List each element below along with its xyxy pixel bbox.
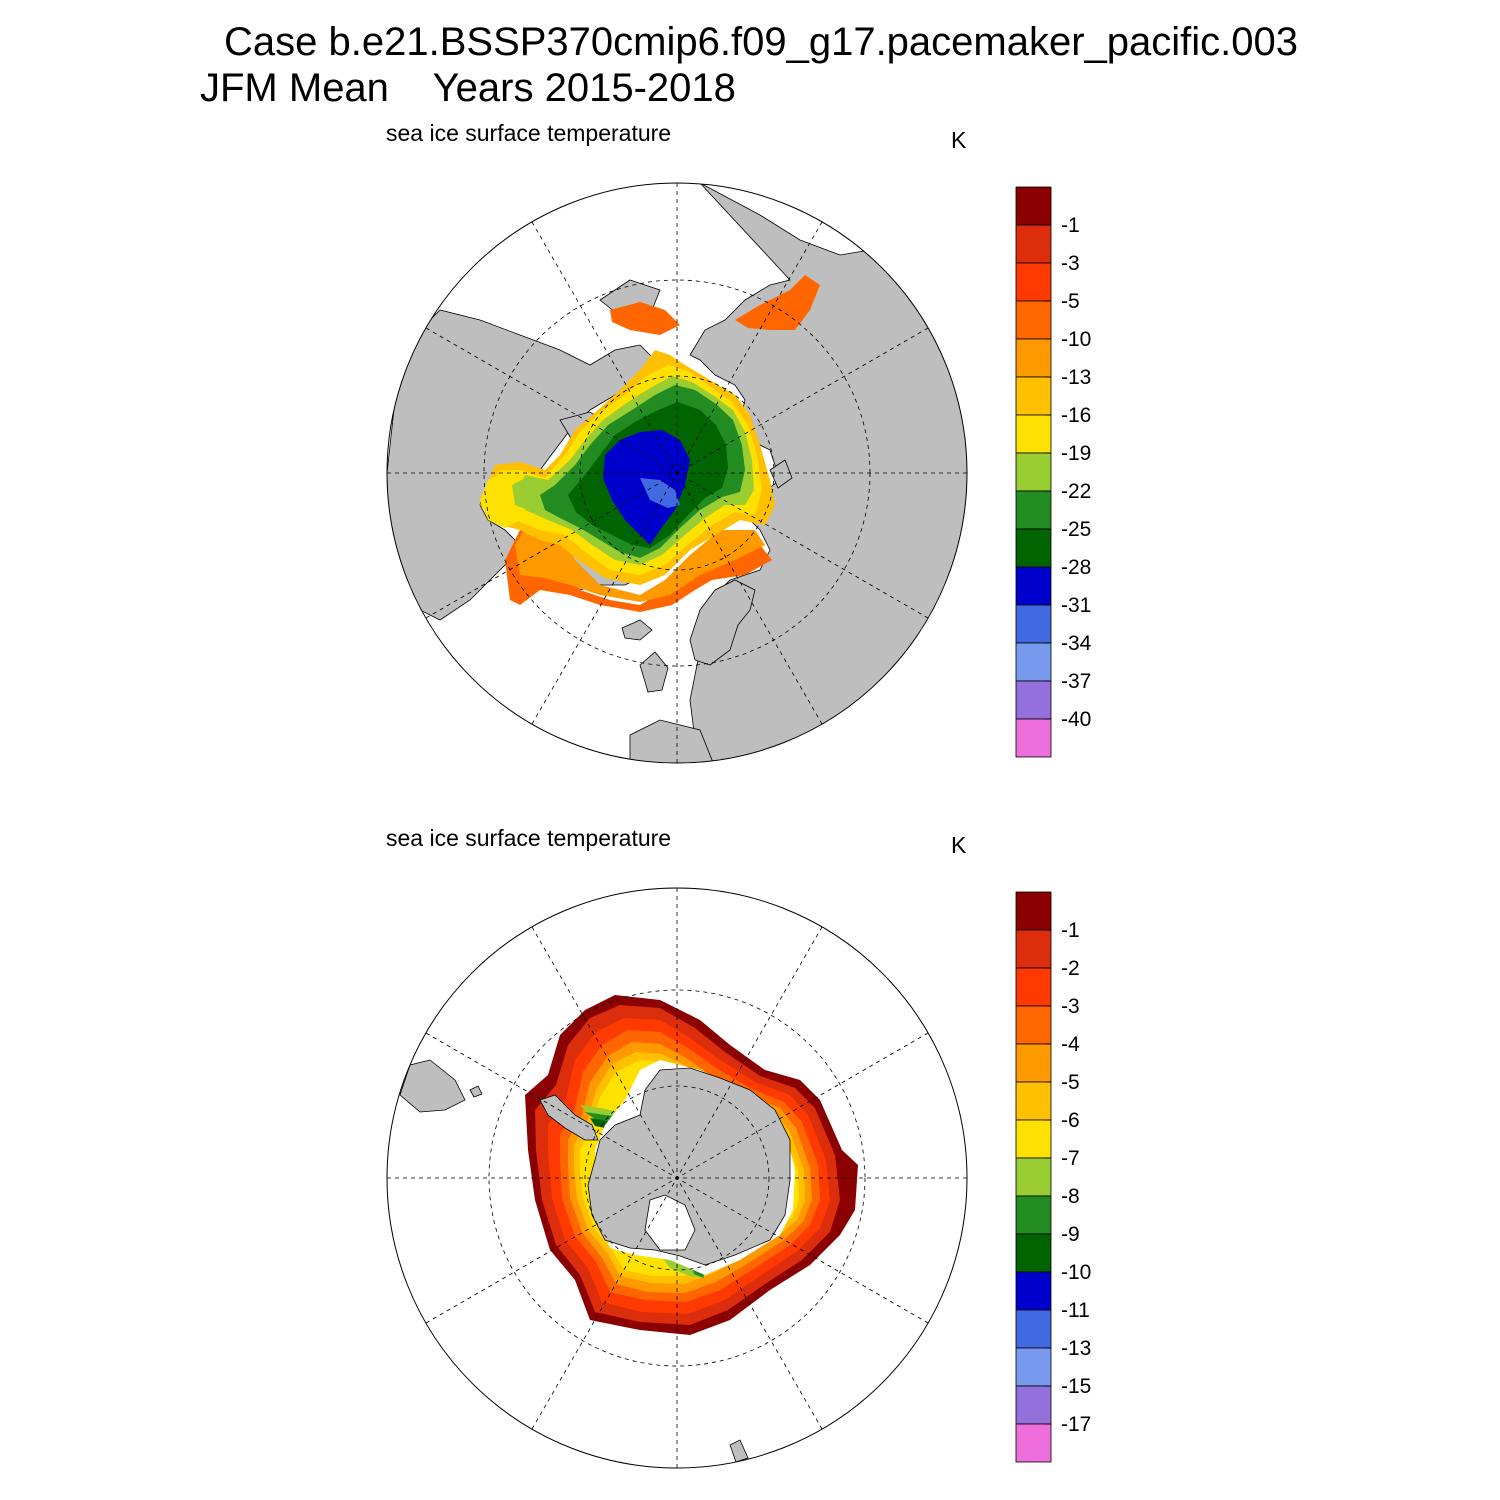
north-colorbar-swatch — [1015, 490, 1052, 530]
north-land — [387, 183, 967, 763]
hudson-bay-ice-inner — [512, 478, 535, 510]
south-colorbar-swatch — [1015, 891, 1052, 931]
south-colorbar-swatch — [1015, 1233, 1052, 1273]
north-colorbar: -1 -3 -5 -10 -13 -16 -19 -22 -25 -28 -31 -34 -37 -40 — [1015, 186, 1092, 758]
north-panel-title: sea ice surface temperature — [386, 120, 672, 146]
north-colorbar-label: -34 — [1061, 632, 1092, 655]
north-colorbar-swatch — [1015, 376, 1052, 416]
south-colorbar-label: -2 — [1061, 957, 1080, 980]
okhotsk-ice — [735, 275, 820, 330]
north-colorbar-label: -10 — [1061, 328, 1091, 351]
ice-band-minus-13 — [515, 515, 765, 602]
south-colorbar-label: -10 — [1061, 1261, 1091, 1284]
south-colorbar-label: -15 — [1061, 1375, 1091, 1398]
south-colorbar-label: -1 — [1061, 919, 1080, 942]
south-colorbar: -1 -2 -3 -4 -5 -6 -7 -8 -9 -10 -11 -13 -15 -17 — [1015, 891, 1091, 1463]
north-colorbar-swatch — [1015, 566, 1052, 606]
north-colorbar-swatch — [1015, 452, 1052, 492]
north-colorbar-swatch — [1015, 300, 1052, 340]
south-colorbar-label: -5 — [1061, 1071, 1080, 1094]
south-colorbar-label: -17 — [1061, 1413, 1091, 1436]
figure-title-period: JFM Mean Years 2015-2018 — [200, 66, 736, 110]
north-colorbar-label: -1 — [1061, 214, 1080, 237]
south-colorbar-swatch — [1015, 929, 1052, 969]
south-colorbar-swatch — [1015, 1271, 1052, 1311]
ice-band-minus-10 — [505, 520, 772, 612]
north-colorbar-swatch — [1015, 338, 1052, 378]
north-colorbar-swatch — [1015, 642, 1052, 682]
north-colorbar-label: -16 — [1061, 404, 1091, 427]
south-colorbar-label: -11 — [1061, 1299, 1090, 1322]
south-colorbar-label: -8 — [1061, 1185, 1080, 1208]
north-colorbar-swatch — [1015, 604, 1052, 644]
north-polar-map — [386, 182, 968, 764]
north-colorbar-label: -13 — [1061, 366, 1091, 389]
north-colorbar-label: -25 — [1061, 518, 1091, 541]
north-colorbar-label: -19 — [1061, 442, 1091, 465]
north-colorbar-label: -3 — [1061, 252, 1080, 275]
south-polar-map — [386, 887, 968, 1469]
north-colorbar-label: -37 — [1061, 670, 1091, 693]
south-units-label: K — [951, 832, 967, 858]
south-land — [399, 1059, 791, 1463]
north-colorbar-label: -31 — [1061, 594, 1091, 617]
north-units-label: K — [951, 127, 967, 153]
north-colorbar-swatch — [1015, 224, 1052, 264]
north-colorbar-label: -22 — [1061, 480, 1091, 503]
south-colorbar-swatch — [1015, 1157, 1052, 1197]
south-colorbar-label: -4 — [1061, 1033, 1080, 1056]
south-colorbar-label: -13 — [1061, 1337, 1091, 1360]
north-colorbar-swatch — [1015, 680, 1052, 720]
north-colorbar-swatch — [1015, 262, 1052, 302]
north-colorbar-swatch — [1015, 186, 1052, 226]
south-colorbar-swatch — [1015, 1423, 1052, 1463]
south-graticule — [387, 888, 967, 1468]
south-colorbar-swatch — [1015, 1309, 1052, 1349]
north-colorbar-swatch — [1015, 718, 1052, 758]
south-colorbar-swatch — [1015, 1005, 1052, 1045]
south-colorbar-swatch — [1015, 1347, 1052, 1387]
north-colorbar-label: -28 — [1061, 556, 1091, 579]
north-colorbar-swatch — [1015, 414, 1052, 454]
north-colorbar-label: -40 — [1061, 708, 1091, 731]
south-colorbar-swatch — [1015, 1119, 1052, 1159]
ice-band-minus-34 — [640, 478, 680, 508]
north-colorbar-swatch — [1015, 528, 1052, 568]
south-colorbar-label: -9 — [1061, 1223, 1080, 1246]
bering-ice — [610, 302, 680, 335]
north-colorbar-label: -5 — [1061, 290, 1080, 313]
north-sea-ice — [480, 275, 820, 612]
south-colorbar-label: -7 — [1061, 1147, 1080, 1170]
south-colorbar-label: -6 — [1061, 1109, 1080, 1132]
south-colorbar-swatch — [1015, 967, 1052, 1007]
south-colorbar-swatch — [1015, 1385, 1052, 1425]
south-colorbar-swatch — [1015, 1043, 1052, 1083]
figure-title-case: Case b.e21.BSSP370cmip6.f09_g17.pacemake… — [224, 20, 1299, 64]
north-graticule — [387, 183, 967, 763]
south-panel-title: sea ice surface temperature — [386, 825, 672, 851]
south-colorbar-swatch — [1015, 1081, 1052, 1121]
south-colorbar-label: -3 — [1061, 995, 1080, 1018]
south-colorbar-swatch — [1015, 1195, 1052, 1235]
